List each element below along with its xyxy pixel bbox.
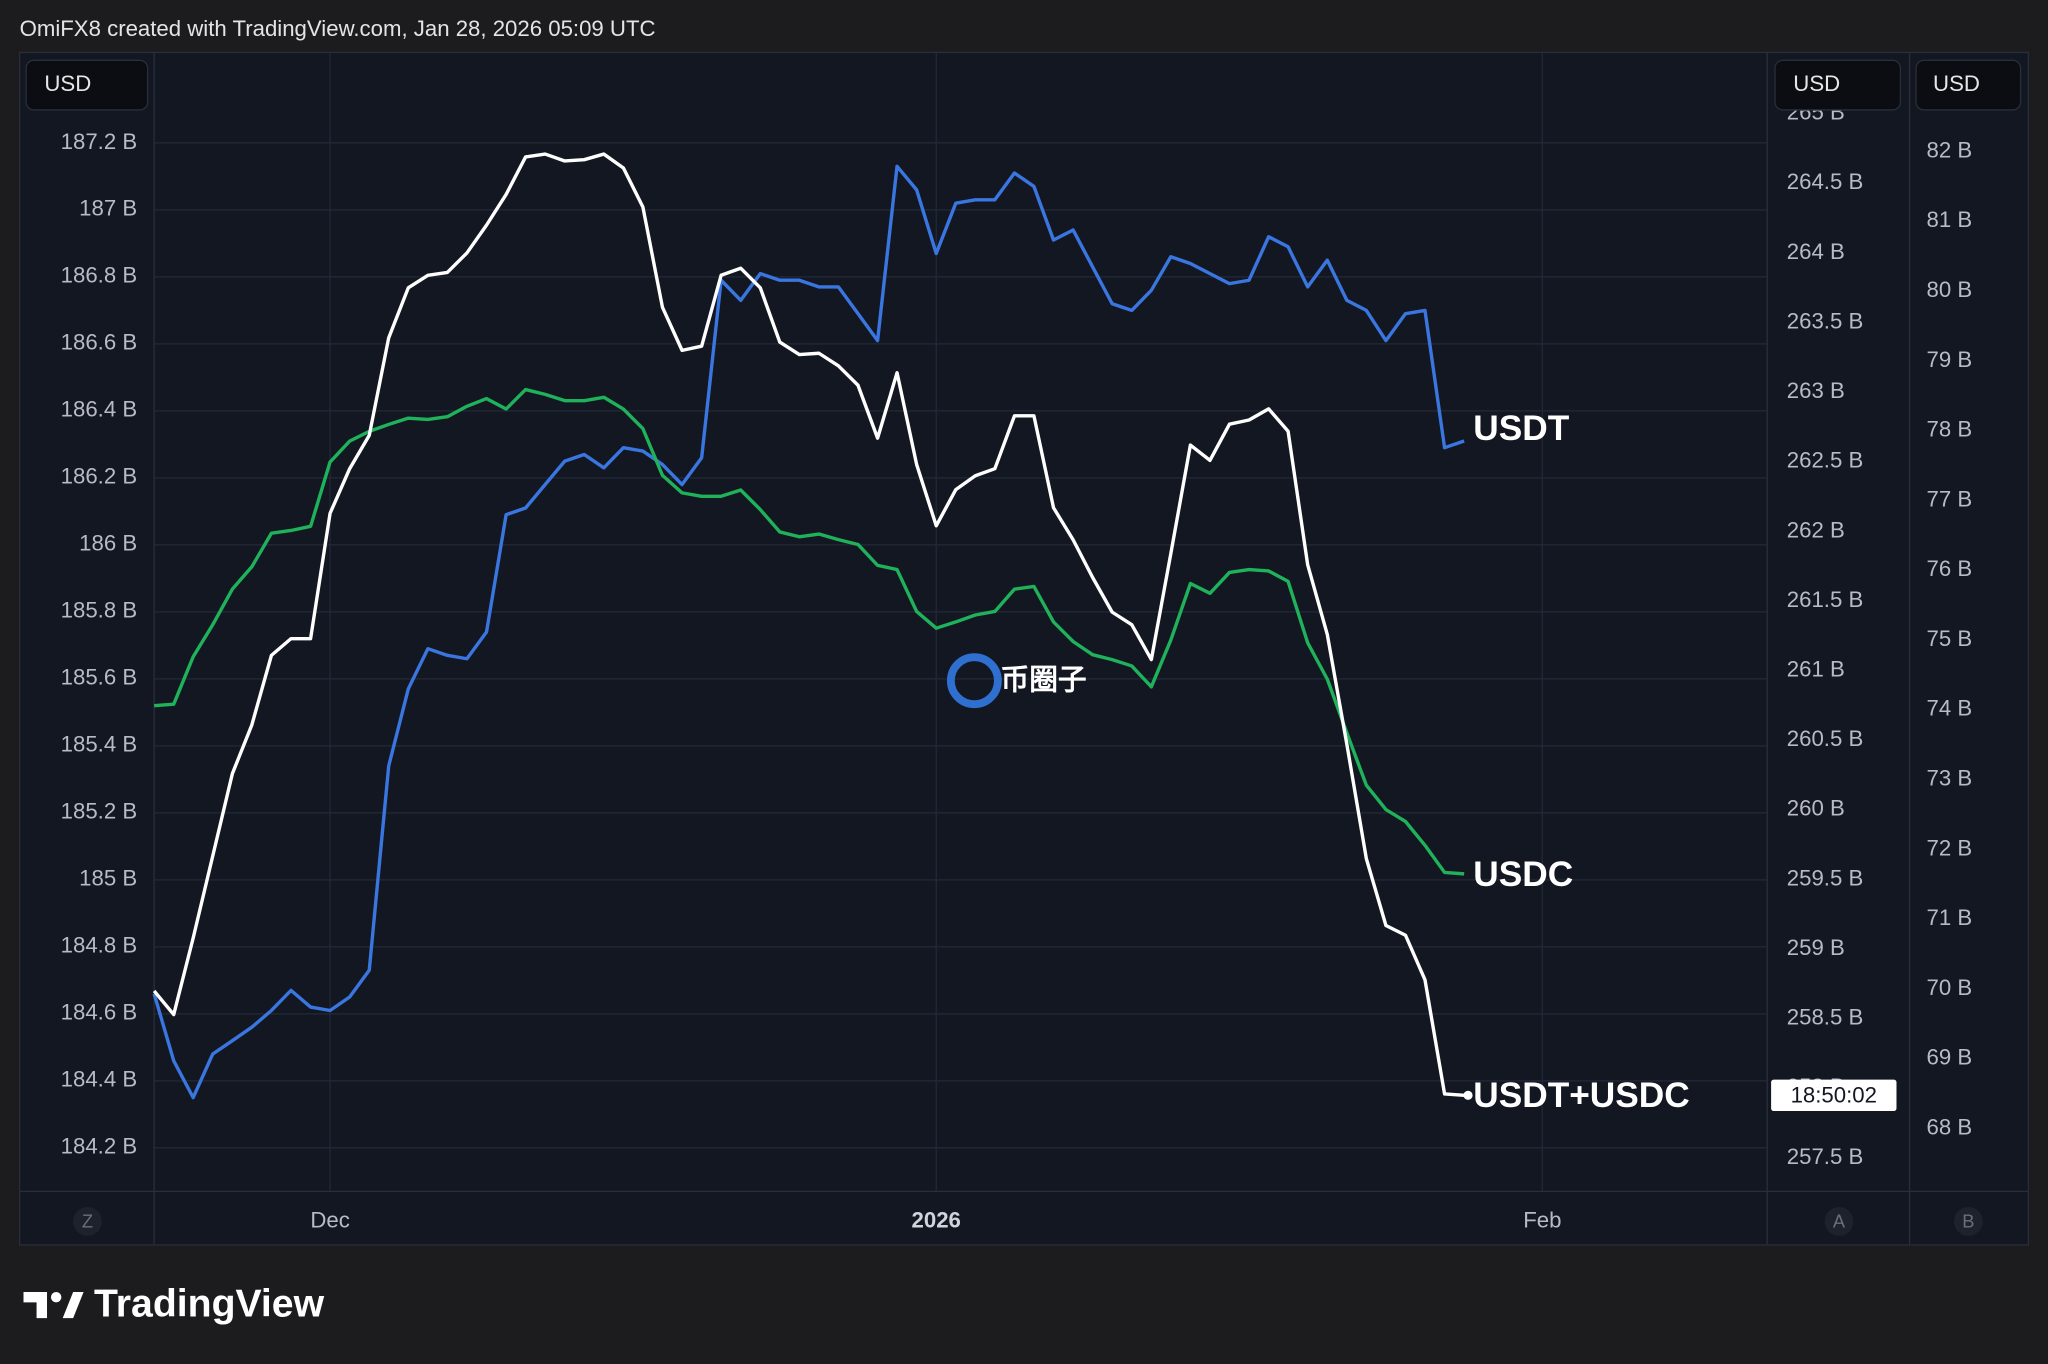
y-tick-label: 261.5 B xyxy=(1787,587,1864,612)
y-tick-label: 184.2 B xyxy=(61,1134,138,1159)
y-tick-label: 72 B xyxy=(1927,835,1973,860)
y-tick-label: 68 B xyxy=(1927,1114,1973,1139)
y-tick-label: 81 B xyxy=(1927,207,1973,232)
y-tick-label: 80 B xyxy=(1927,277,1973,302)
y-tick-label: 263.5 B xyxy=(1787,308,1864,333)
y-tick-label: 264 B xyxy=(1787,239,1845,264)
y-tick-label: 261 B xyxy=(1787,657,1845,682)
y-tick-label: 78 B xyxy=(1927,417,1973,442)
y-tick-label: 73 B xyxy=(1927,765,1973,790)
axis-button[interactable] xyxy=(1824,1207,1854,1236)
series-label: USDT xyxy=(1473,409,1569,448)
brand-icon xyxy=(50,1291,62,1303)
y-tick-label: 259.5 B xyxy=(1787,865,1864,890)
y-tick-label: 185.8 B xyxy=(61,598,138,623)
countdown-box xyxy=(1771,1079,1897,1111)
axis-button-label: Z xyxy=(82,1211,93,1232)
unit-badge[interactable] xyxy=(25,59,149,111)
y-tick-label: 260.5 B xyxy=(1787,726,1864,751)
y-tick-label: 74 B xyxy=(1927,696,1973,721)
unit-label: USD xyxy=(44,71,91,96)
watermark: 币圈子 xyxy=(946,653,1087,709)
header: OmiFX8 created with TradingView.com, Jan… xyxy=(20,16,656,41)
y-tick-label: 263 B xyxy=(1787,378,1845,403)
brand-icon xyxy=(62,1291,84,1319)
y-tick-label: 69 B xyxy=(1927,1045,1973,1070)
y-tick-label: 258.5 B xyxy=(1787,1005,1864,1030)
axis-button[interactable] xyxy=(73,1207,102,1236)
countdown-label: 18:50:02 xyxy=(1791,1082,1877,1107)
unit-label: USD xyxy=(1793,71,1840,96)
end-dot xyxy=(1463,1090,1473,1100)
y-tick-label: 71 B xyxy=(1927,905,1973,930)
watermark-text: 币圈子 xyxy=(1000,665,1086,697)
y-tick-label: 184.8 B xyxy=(61,933,138,958)
brand-text: TradingView xyxy=(94,1283,325,1326)
watermark-logo xyxy=(946,653,1002,709)
y-tick-label: 185 B xyxy=(79,866,137,891)
y-tick-label: 184.4 B xyxy=(61,1067,138,1092)
y-tick-label: 186.8 B xyxy=(61,263,138,288)
y-tick-label: 185.2 B xyxy=(61,799,138,824)
axis-button[interactable] xyxy=(1953,1207,1983,1236)
y-tick-label: 184.6 B xyxy=(61,1000,138,1025)
series-line xyxy=(152,164,1465,1100)
series-line xyxy=(153,387,1465,876)
series-label: USDC xyxy=(1473,855,1573,894)
y-tick-label: 185.4 B xyxy=(61,732,138,757)
unit-badge[interactable] xyxy=(1915,59,2022,111)
y-tick-label: 75 B xyxy=(1927,626,1973,651)
y-tick-label: 262.5 B xyxy=(1787,448,1864,473)
chart-panel xyxy=(18,51,2030,1246)
y-tick-label: 262 B xyxy=(1787,517,1845,542)
y-tick-label: 77 B xyxy=(1927,486,1973,511)
y-tick-label: 186.4 B xyxy=(61,397,138,422)
y-tick-label: 186.2 B xyxy=(61,464,138,489)
y-tick-label: 186.6 B xyxy=(61,330,138,355)
y-tick-label: 79 B xyxy=(1927,347,1973,372)
axis-button-label: B xyxy=(1962,1211,1974,1232)
series-label: USDT+USDC xyxy=(1473,1076,1689,1115)
brand-icon xyxy=(23,1291,48,1319)
y-tick-label: 82 B xyxy=(1927,137,1973,162)
y-tick-label: 259 B xyxy=(1787,935,1845,960)
x-tick-label: 2026 xyxy=(912,1207,961,1232)
y-tick-label: 257.5 B xyxy=(1787,1144,1864,1169)
y-tick-label: 70 B xyxy=(1927,975,1973,1000)
y-tick-label: 264.5 B xyxy=(1787,169,1864,194)
series-line xyxy=(152,152,1465,1097)
axis-button-label: A xyxy=(1833,1211,1846,1232)
unit-badge[interactable] xyxy=(1774,59,1902,111)
y-tick-label: 185.6 B xyxy=(61,665,138,690)
x-tick-label: Dec xyxy=(310,1207,349,1232)
y-tick-label: 76 B xyxy=(1927,556,1973,581)
y-tick-label: 260 B xyxy=(1787,796,1845,821)
unit-label: USD xyxy=(1933,71,1980,96)
x-tick-label: Feb xyxy=(1523,1207,1561,1232)
y-tick-label: 187 B xyxy=(79,196,137,221)
y-tick-label: 186 B xyxy=(79,531,137,556)
brand-logo: TradingView xyxy=(23,1283,325,1326)
y-tick-label: 187.2 B xyxy=(61,129,138,154)
